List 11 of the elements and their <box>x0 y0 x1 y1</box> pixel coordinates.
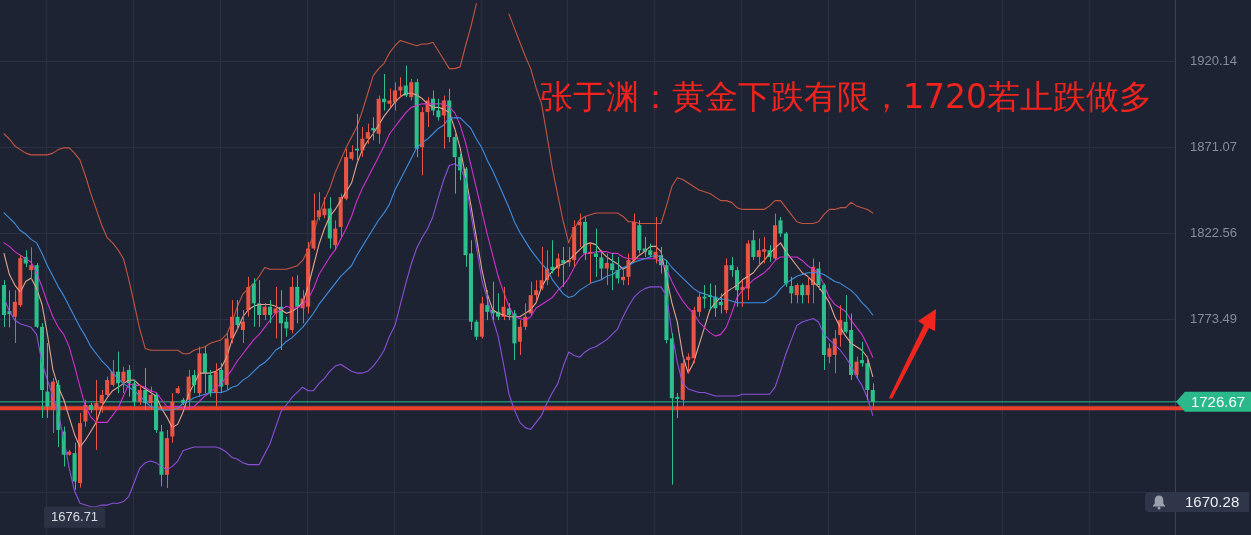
y-tick-label: 1773.49 <box>1190 311 1237 327</box>
annotation: 1676.71 <box>51 509 99 525</box>
candlestick <box>159 424 164 487</box>
ref-line-label: 1726.67 <box>1190 392 1246 410</box>
text: 1670.28 <box>1185 493 1240 511</box>
y-tick-label: 1822.56 <box>1190 224 1237 240</box>
candlestick <box>778 216 783 238</box>
y-tick-label: 1920.14 <box>1190 52 1237 68</box>
y-tick-label: 1871.07 <box>1190 139 1237 155</box>
text: 张于渊：黄金下跌有限，1720若止跌做多 <box>540 77 1152 116</box>
candlestick <box>197 346 202 398</box>
